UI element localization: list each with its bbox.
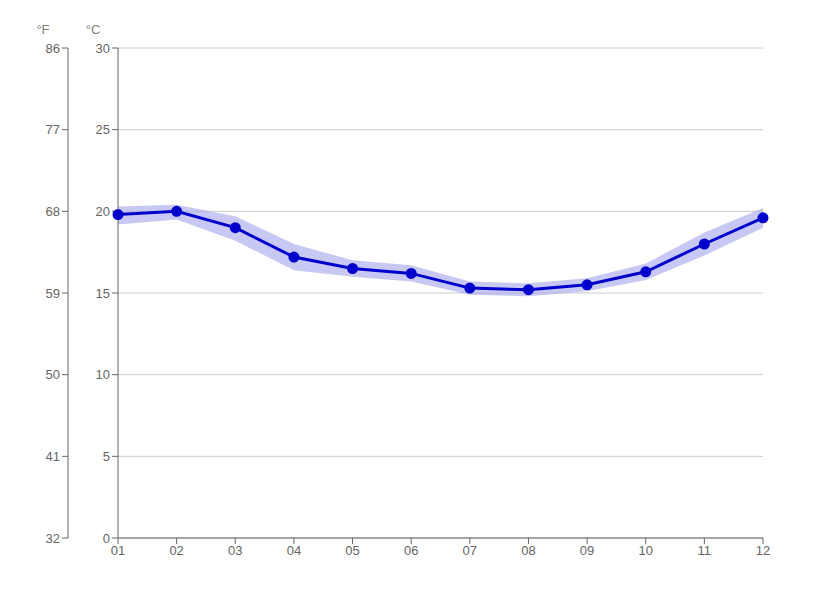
svg-text:59: 59 — [46, 286, 60, 301]
svg-text:10: 10 — [638, 543, 652, 558]
svg-text:09: 09 — [580, 543, 594, 558]
svg-text:12: 12 — [756, 543, 770, 558]
svg-text:04: 04 — [287, 543, 301, 558]
svg-text:77: 77 — [46, 122, 60, 137]
svg-text:03: 03 — [228, 543, 242, 558]
svg-text:05: 05 — [345, 543, 359, 558]
svg-text:°F: °F — [36, 22, 49, 37]
svg-text:32: 32 — [46, 531, 60, 546]
svg-text:08: 08 — [521, 543, 535, 558]
svg-text:86: 86 — [46, 41, 60, 56]
svg-text:68: 68 — [46, 204, 60, 219]
svg-text:20: 20 — [96, 204, 110, 219]
svg-text:10: 10 — [96, 367, 110, 382]
svg-text:11: 11 — [698, 543, 712, 558]
svg-text:01: 01 — [111, 543, 125, 558]
svg-text:5: 5 — [103, 449, 110, 464]
svg-text:°C: °C — [86, 22, 101, 37]
svg-text:15: 15 — [96, 286, 110, 301]
svg-text:30: 30 — [96, 41, 110, 56]
svg-text:41: 41 — [46, 449, 60, 464]
svg-text:02: 02 — [169, 543, 183, 558]
svg-text:06: 06 — [404, 543, 418, 558]
svg-text:0: 0 — [103, 531, 110, 546]
svg-text:50: 50 — [46, 367, 60, 382]
svg-text:25: 25 — [96, 122, 110, 137]
svg-text:07: 07 — [463, 543, 477, 558]
